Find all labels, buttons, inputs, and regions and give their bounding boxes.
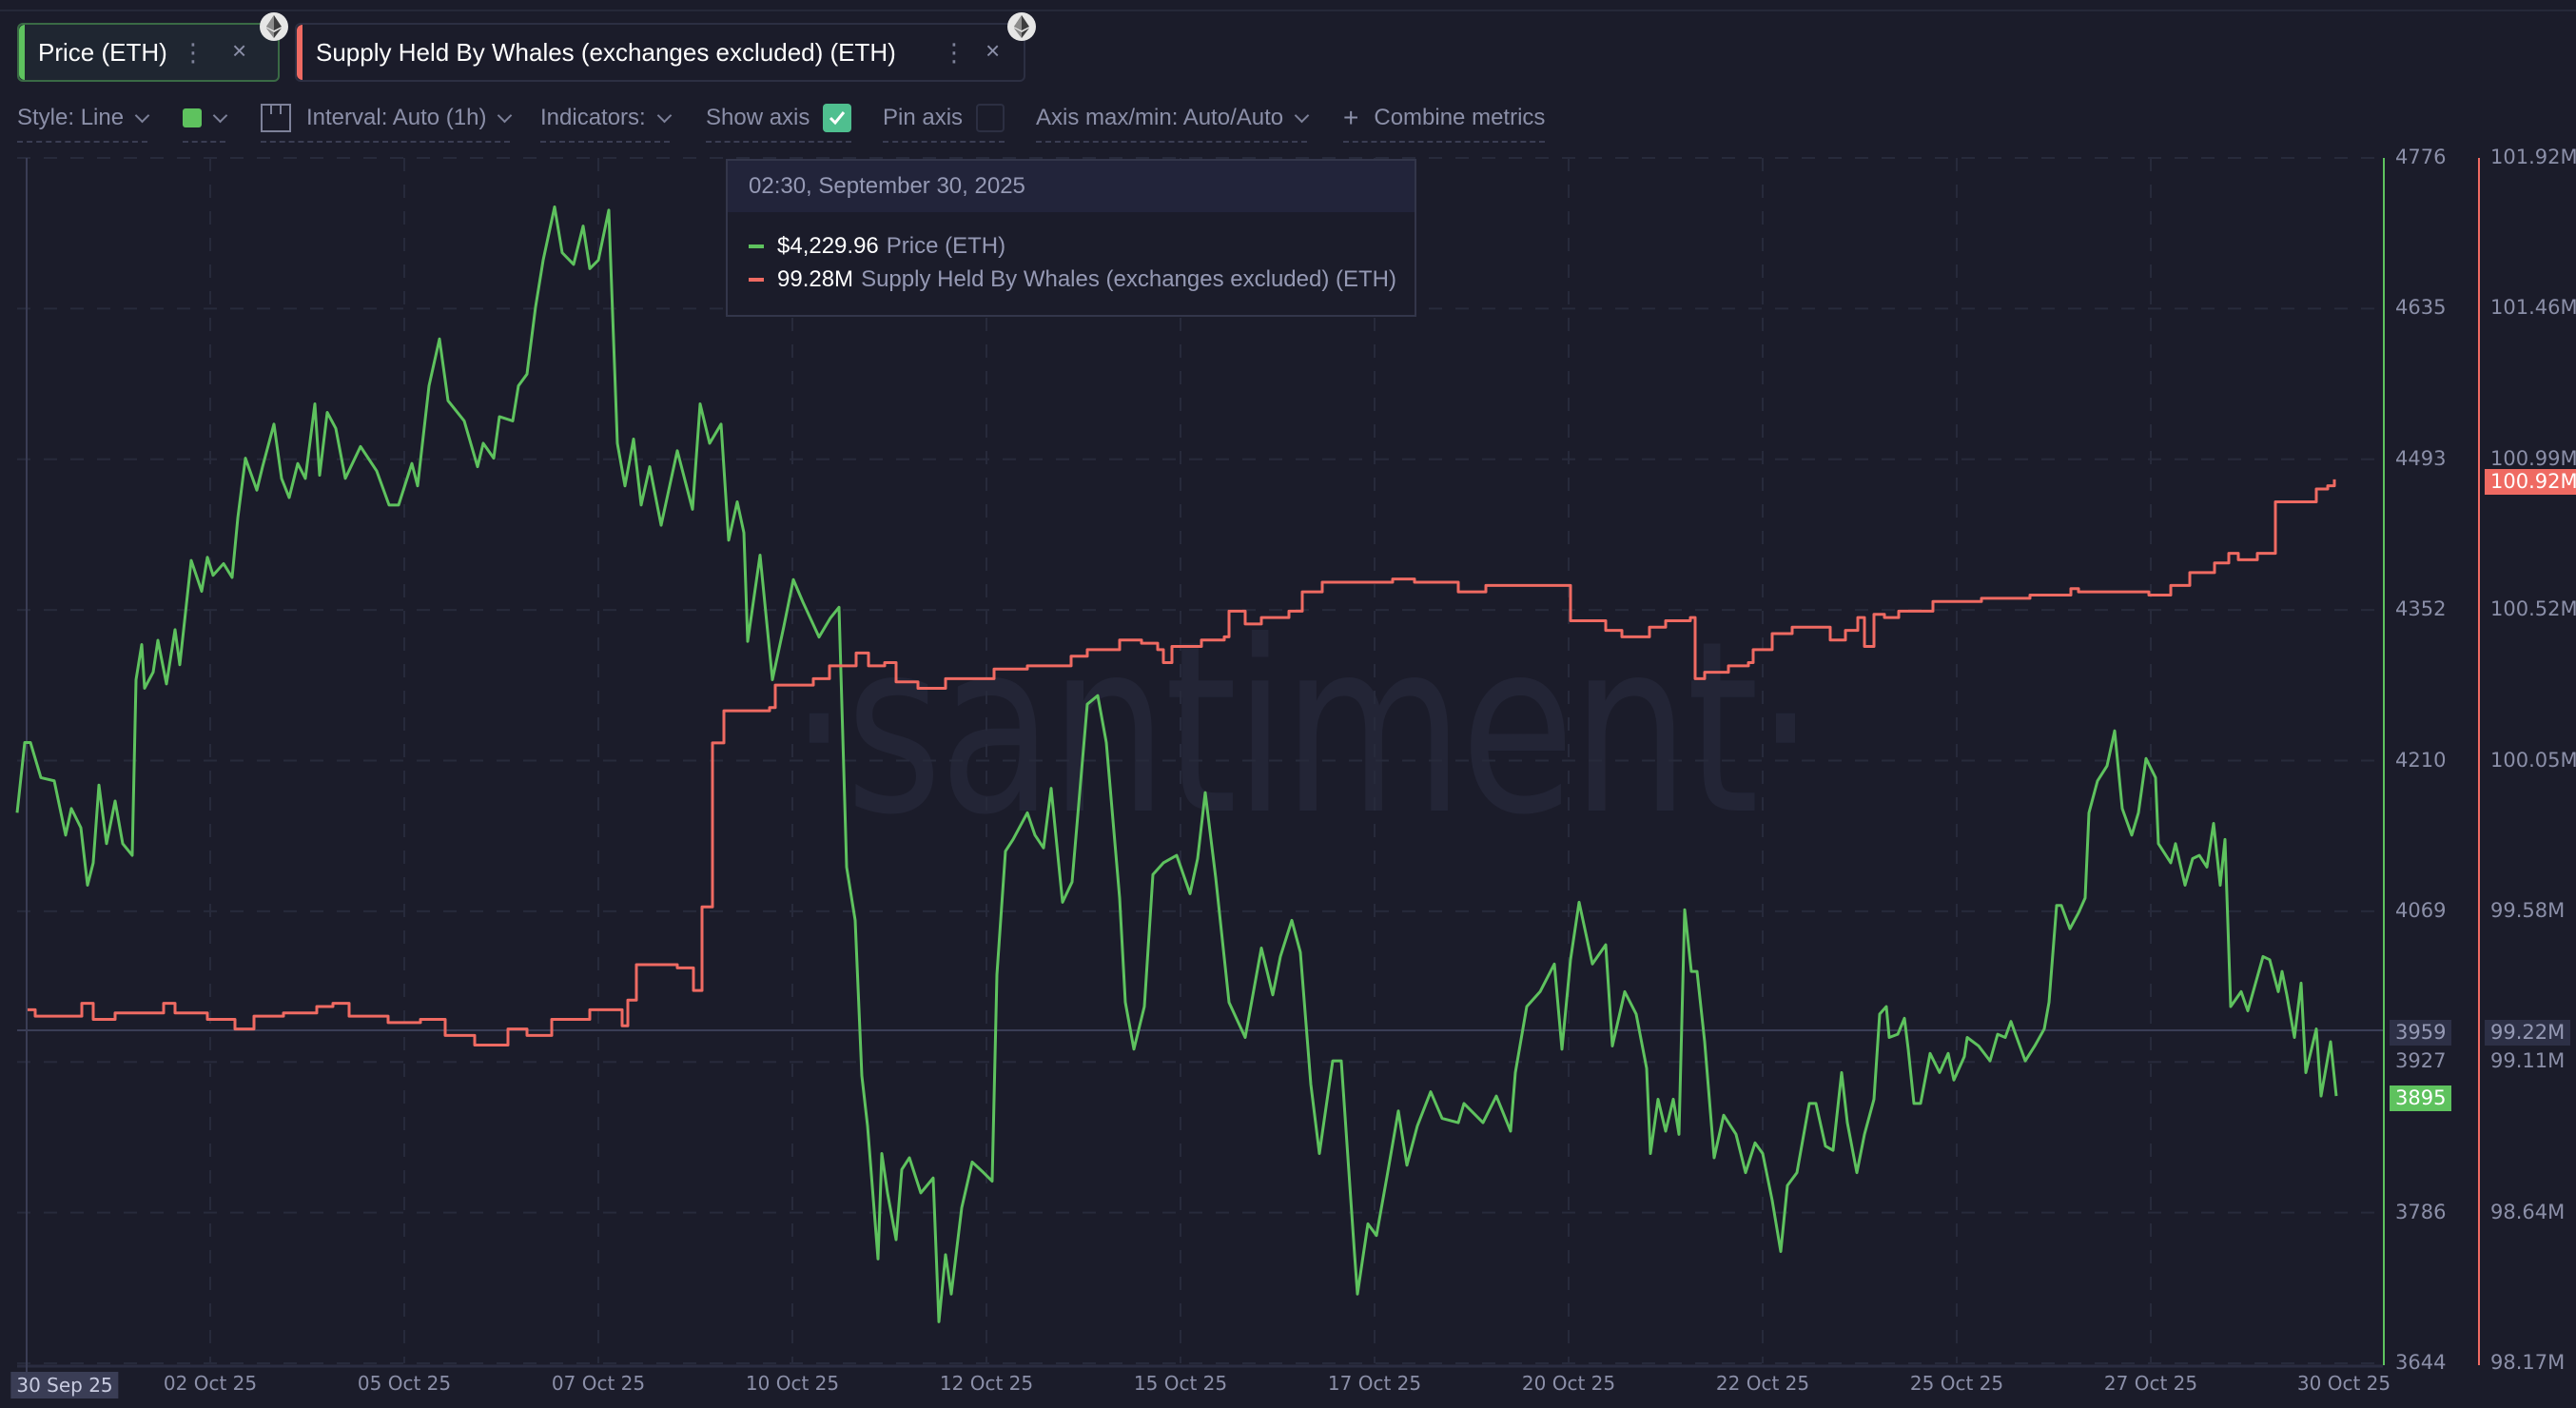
date-axis-tick: 20 Oct 25 [1521, 1372, 1616, 1395]
pin-axis-label: Pin axis [883, 105, 964, 130]
combine-metrics-button[interactable]: + Combine metrics [1343, 101, 1546, 143]
chart-toolbar: Style: Line Interval: Auto (1h) Indicato… [0, 95, 1617, 143]
price-axis-tick: 4352 [2395, 597, 2447, 621]
supply-last-value-badge: 100.92M [2485, 468, 2576, 495]
date-axis-tick: 12 Oct 25 [939, 1372, 1034, 1395]
price-line [15, 205, 2338, 1323]
date-axis-tick: 07 Oct 25 [551, 1372, 646, 1395]
price-axis-tick: 4493 [2395, 446, 2447, 470]
price-axis-tick: 3786 [2395, 1200, 2447, 1223]
price-crosshair-label: 3959 [2390, 1020, 2452, 1046]
tooltip-row-supply: 99.28M Supply Held By Whales (exchanges … [749, 266, 1396, 293]
pin-axis-checkbox[interactable] [976, 104, 1005, 132]
date-axis-tick: 25 Oct 25 [1909, 1372, 2004, 1395]
close-icon[interactable]: × [986, 36, 1001, 65]
supply-axis-tick: 98.17M [2490, 1351, 2566, 1374]
tooltip-value: $4,229.96 [777, 233, 879, 259]
ethereum-icon [1007, 12, 1036, 41]
price-axis-tick: 4210 [2395, 748, 2447, 772]
show-axis-label: Show axis [706, 105, 810, 130]
tooltip-row-price: $4,229.96 Price (ETH) [749, 233, 1005, 260]
whale-supply-line [28, 479, 2336, 1047]
supply-axis-tick: 101.46M [2490, 296, 2576, 320]
interval-dropdown[interactable]: Interval: Auto (1h) [261, 101, 513, 143]
date-axis-tick: 02 Oct 25 [163, 1372, 258, 1395]
supply-axis-tick: 100.99M [2490, 446, 2576, 470]
top-divider [0, 10, 2576, 11]
series-color-dash [749, 244, 764, 248]
show-axis-checkbox[interactable] [823, 104, 852, 132]
price-axis-tick: 4776 [2395, 146, 2447, 168]
metric-tab-price[interactable]: Price (ETH) ⋮ × [17, 23, 280, 82]
style-dropdown[interactable]: Style: Line [17, 101, 150, 143]
show-axis-toggle[interactable]: Show axis [706, 101, 852, 143]
supply-crosshair-label: 99.22M [2485, 1020, 2571, 1046]
supply-axis-tick: 99.58M [2490, 898, 2566, 922]
series-color-dash [749, 278, 764, 282]
pin-axis-toggle[interactable]: Pin axis [883, 101, 1005, 143]
more-vertical-icon[interactable]: ⋮ [181, 38, 205, 67]
supply-axis-tick: 100.05M [2490, 748, 2576, 772]
ethereum-icon [260, 12, 288, 41]
date-axis-tick: 22 Oct 25 [1715, 1372, 1810, 1395]
metric-tab-whale-supply[interactable]: Supply Held By Whales (exchanges exclude… [295, 23, 1025, 82]
supply-axis-tick: 101.92M [2490, 146, 2576, 168]
hover-tooltip: 02:30, September 30, 2025 $4,229.96 Pric… [726, 159, 1416, 317]
color-swatch [183, 108, 202, 127]
ruler-icon [261, 104, 291, 132]
indicators-label: Indicators: [540, 105, 646, 130]
date-axis-tick: 15 Oct 25 [1133, 1372, 1228, 1395]
more-vertical-icon[interactable]: ⋮ [942, 38, 966, 67]
tooltip-date: 02:30, September 30, 2025 [728, 161, 1415, 212]
color-dropdown[interactable] [183, 101, 228, 143]
date-axis-tick: 17 Oct 25 [1327, 1372, 1422, 1395]
checkmark-icon [829, 111, 846, 126]
price-axis-tick: 3927 [2395, 1049, 2447, 1073]
close-icon[interactable]: × [232, 36, 247, 65]
date-axis-tick: 30 Sep 25 [10, 1372, 119, 1398]
indicators-dropdown[interactable]: Indicators: [540, 101, 672, 143]
price-axis-tick: 3644 [2395, 1351, 2447, 1374]
date-axis-tick: 10 Oct 25 [745, 1372, 840, 1395]
date-axis-tick: 05 Oct 25 [357, 1372, 452, 1395]
metric-color-bar [19, 25, 25, 80]
price-axis-tick: 4635 [2395, 296, 2447, 320]
supply-axis-tick: 98.64M [2490, 1200, 2566, 1223]
date-axis-tick: 30 Oct 25 [2296, 1372, 2391, 1395]
plus-icon: + [1343, 103, 1359, 132]
combine-metrics-label: Combine metrics [1374, 105, 1546, 130]
tooltip-series-name: Price (ETH) [886, 233, 1006, 259]
axis-maxmin-label: Axis max/min: Auto/Auto [1036, 105, 1284, 130]
supply-axis-tick: 100.52M [2490, 597, 2576, 621]
date-axis-tick: 27 Oct 25 [2103, 1372, 2198, 1395]
metric-color-bar [297, 25, 302, 80]
price-axis-tick: 4069 [2395, 898, 2447, 922]
metric-tab-label: Price (ETH) [38, 37, 167, 67]
tooltip-series-name: Supply Held By Whales (exchanges exclude… [861, 266, 1396, 292]
style-label: Style: Line [17, 105, 125, 130]
supply-axis-tick: 99.11M [2490, 1049, 2566, 1073]
price-last-value-badge: 3895 [2390, 1085, 2452, 1112]
tooltip-value: 99.28M [777, 266, 854, 292]
interval-label: Interval: Auto (1h) [306, 105, 487, 130]
axis-maxmin-dropdown[interactable]: Axis max/min: Auto/Auto [1036, 101, 1310, 143]
metric-tab-label: Supply Held By Whales (exchanges exclude… [316, 37, 896, 67]
